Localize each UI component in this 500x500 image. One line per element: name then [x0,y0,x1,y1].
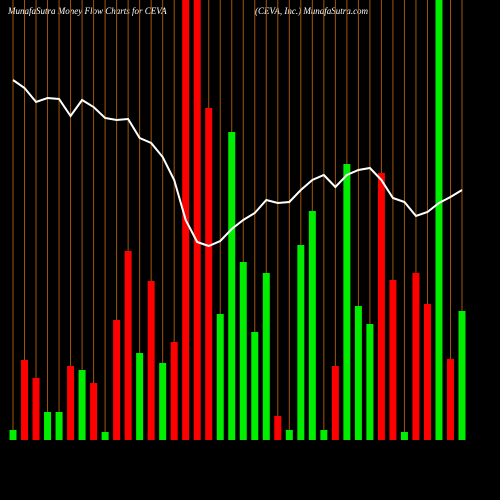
bar [136,353,144,440]
chart-title: MunafaSutra Money Flow Charts for CEVA [7,6,167,16]
bar [9,430,17,440]
bar [228,132,236,440]
bar [124,251,132,440]
bar [366,324,374,440]
bar [320,430,328,440]
bar [55,412,63,440]
bar [193,0,201,440]
bar [147,281,155,440]
chart-subtitle: (CEVA, Inc.) MunafaSutra.com [255,6,369,16]
bar [412,273,420,440]
bar [343,164,351,440]
bar [458,311,466,440]
bar [113,320,121,440]
bar [78,370,86,440]
bar [32,378,40,440]
bar [446,359,454,440]
bar [159,363,167,440]
bar [170,342,178,440]
bar [44,412,52,440]
bar [262,273,270,440]
bar [101,432,109,440]
bar [377,173,385,440]
bar [274,416,282,440]
bar [239,262,247,440]
bar [205,108,213,440]
bar [297,245,305,440]
bar [308,211,316,440]
bar [435,0,443,440]
money-flow-line [12,79,463,248]
bar [21,360,29,440]
bar [285,430,293,440]
bar [389,280,397,440]
bar [331,366,339,440]
bar [90,383,98,440]
bar [216,314,224,440]
bar [251,332,259,440]
bar [423,304,431,440]
bar [400,432,408,440]
bar [67,366,75,440]
bar [354,306,362,440]
